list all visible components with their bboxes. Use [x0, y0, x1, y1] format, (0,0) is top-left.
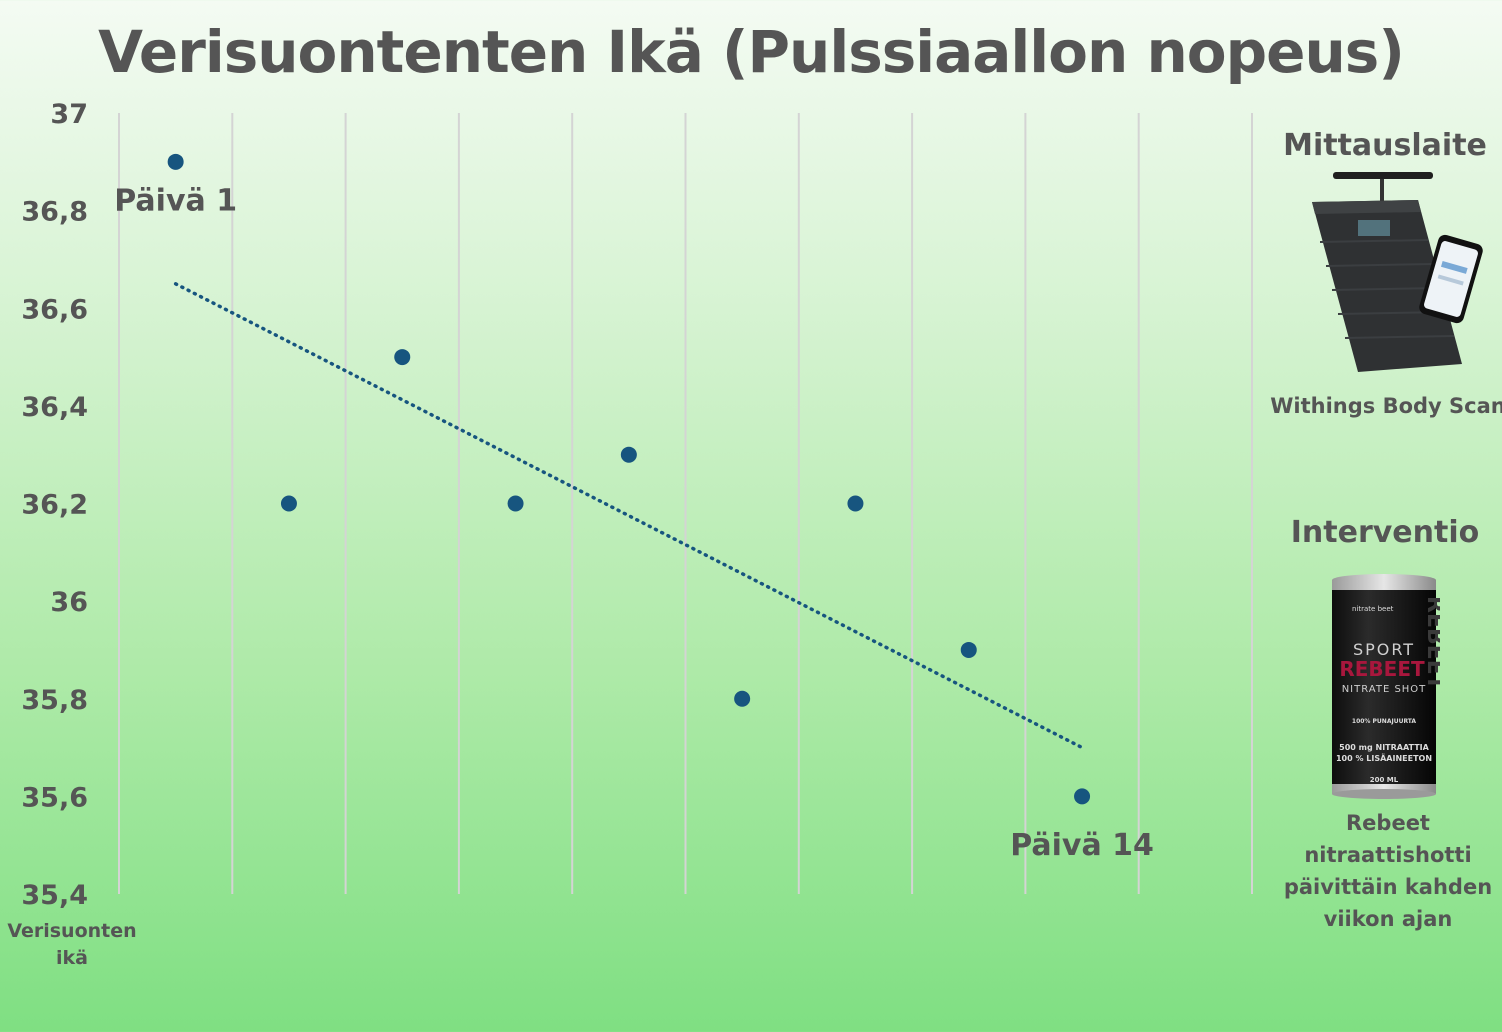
vertical-gridlines	[118, 113, 1253, 894]
can-volume: 200 ML	[1370, 776, 1399, 784]
can-side-text: REBEET	[1422, 596, 1440, 690]
y-axis-label: Verisuonten ikä	[7, 920, 137, 969]
data-point	[620, 446, 637, 463]
data-point	[394, 349, 411, 366]
chart-title: Verisuontenten Ikä (Pulssiaallon nopeus)	[98, 18, 1405, 86]
y-tick-label: 35,8	[21, 685, 88, 716]
can-line-sport: SPORT	[1353, 640, 1415, 659]
y-tick-label: 36,6	[21, 294, 88, 325]
trendline-layer	[173, 282, 1084, 750]
data-point	[960, 641, 977, 658]
drink-can-icon: nitrate beet SPORT REBEET NITRATE SHOT R…	[1332, 574, 1440, 799]
can-line-rebeet: REBEET	[1339, 657, 1425, 681]
data-point	[167, 153, 184, 170]
y-tick-label: 36,4	[21, 392, 88, 423]
data-point	[1074, 788, 1091, 805]
data-point	[280, 495, 297, 512]
can-brand-text: nitrate beet	[1352, 605, 1394, 613]
intervention-heading: Interventio	[1290, 515, 1480, 550]
annotations: Päivä 1 Päivä 14	[114, 184, 1154, 863]
y-tick-label: 35,4	[21, 880, 88, 911]
y-axis-tick-labels: 37 36,8 36,6 36,4 36,2 36 35,8 35,6 35,4	[21, 99, 88, 911]
annotation-label: Päivä 1	[114, 184, 237, 219]
can-detail-3: 100 % LISÄAINEETON	[1336, 753, 1432, 763]
can-line-nitrate: NITRATE SHOT	[1342, 684, 1427, 695]
y-tick-label: 37	[50, 99, 88, 130]
y-tick-label: 35,6	[21, 782, 88, 813]
annotation-label: Päivä 14	[1010, 828, 1154, 863]
device-name: Withings Body Scan	[1270, 394, 1502, 418]
trendline	[173, 282, 1084, 750]
data-point	[847, 495, 864, 512]
smart-scale-with-phone-icon	[1312, 172, 1483, 372]
y-tick-label: 36,2	[21, 490, 88, 521]
can-detail-2: 500 mg NITRAATTIA	[1339, 743, 1429, 752]
data-point	[734, 690, 751, 707]
y-tick-label: 36	[50, 587, 88, 618]
device-heading: Mittauslaite	[1283, 128, 1487, 163]
y-tick-label: 36,8	[21, 197, 88, 228]
data-points	[167, 153, 1091, 805]
intervention-text: Rebeet nitraattishotti päivittäin kahden…	[1283, 811, 1493, 931]
data-point	[507, 495, 524, 512]
can-detail-1: 100% PUNAJUURTA	[1352, 718, 1417, 725]
